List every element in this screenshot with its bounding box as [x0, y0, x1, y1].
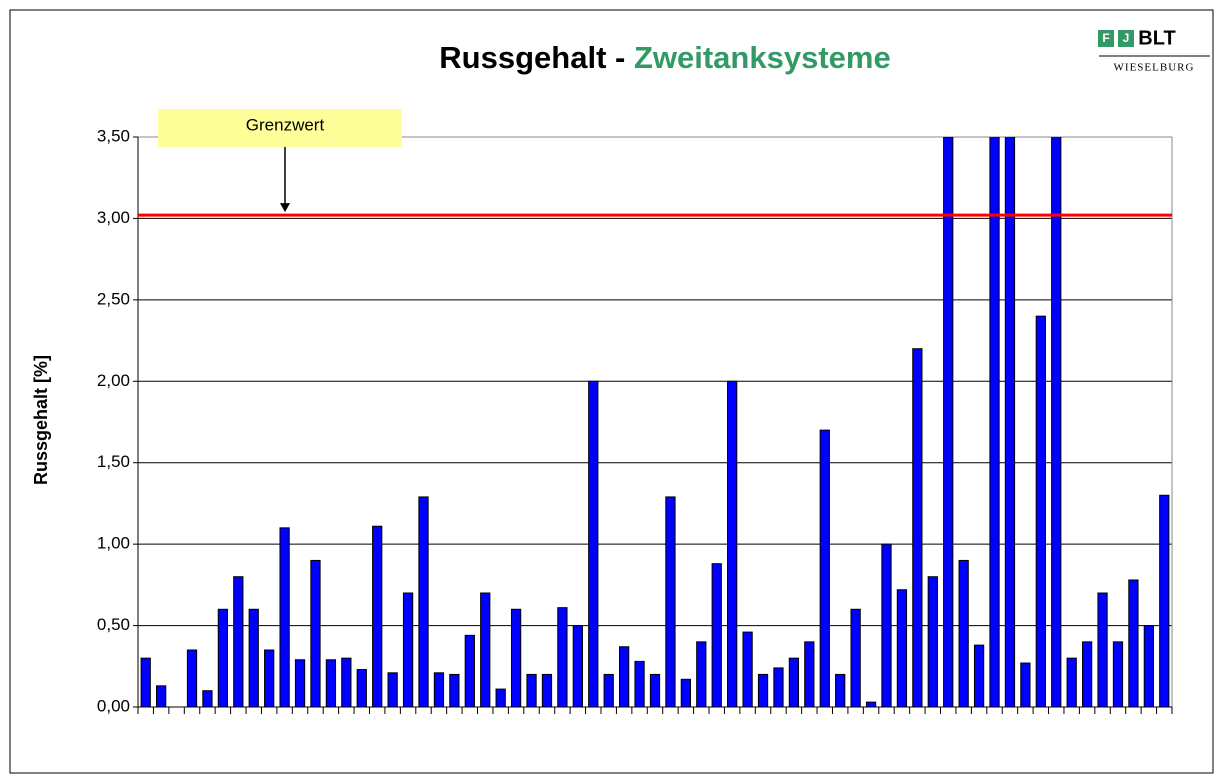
- bar: [711, 563, 722, 707]
- annotation-box: [158, 109, 402, 147]
- bar: [835, 673, 846, 707]
- logo-box: [1118, 30, 1134, 47]
- bar: [294, 659, 306, 707]
- bar: [588, 380, 599, 707]
- y-tick-label: 3,00: [97, 208, 130, 227]
- bar: [727, 380, 738, 707]
- bar: [1143, 625, 1154, 707]
- bar: [233, 576, 244, 707]
- title-main: Russgehalt -: [439, 40, 634, 75]
- logo-letter: F: [1102, 31, 1109, 45]
- y-tick-label: 2,00: [97, 371, 130, 390]
- logo-letter: J: [1123, 31, 1130, 45]
- bar: [356, 669, 367, 707]
- bar: [140, 657, 151, 707]
- bar: [156, 685, 167, 707]
- y-axis-label: Russgehalt [%]: [31, 355, 51, 485]
- y-tick-label: 3,50: [97, 126, 130, 145]
- chart-title: Russgehalt - Zweitanksysteme: [439, 40, 890, 75]
- bar: [943, 137, 954, 707]
- bar: [186, 649, 198, 707]
- bar: [202, 690, 213, 707]
- bar: [696, 641, 707, 707]
- bar: [1066, 657, 1077, 707]
- bar: [865, 701, 877, 707]
- bar: [325, 659, 337, 707]
- bar: [680, 678, 691, 707]
- bar: [973, 644, 985, 707]
- y-tick-label: 1,50: [97, 452, 130, 471]
- bar: [480, 592, 491, 707]
- bar: [927, 576, 938, 707]
- bar: [1112, 641, 1124, 707]
- bar: [788, 657, 800, 707]
- y-tick-label: 0,00: [97, 696, 130, 715]
- bar: [619, 646, 630, 707]
- bar: [418, 496, 429, 707]
- bar: [757, 673, 769, 707]
- bar: [310, 559, 321, 707]
- y-tick-label: 2,50: [97, 289, 130, 308]
- bar: [557, 607, 568, 707]
- bar: [341, 657, 352, 707]
- bar: [1159, 494, 1170, 707]
- bar: [1128, 579, 1139, 707]
- bar: [248, 608, 259, 707]
- annotation: Grenzwert: [246, 115, 325, 134]
- bar: [464, 634, 475, 707]
- bar: [634, 660, 645, 707]
- bar: [1004, 137, 1016, 707]
- bar: [217, 608, 229, 707]
- logo-box: [1098, 30, 1114, 47]
- bar: [773, 667, 784, 707]
- logo-name: BLT: [1138, 27, 1175, 49]
- y-tick-label: 1,00: [97, 534, 130, 553]
- bar: [1051, 137, 1062, 707]
- bar: [989, 137, 1000, 707]
- bar: [449, 673, 460, 707]
- bar: [881, 543, 892, 707]
- bar: [649, 673, 661, 707]
- logo-place: WIESELBURG: [1114, 62, 1195, 74]
- bar: [387, 672, 398, 707]
- bar: [510, 608, 522, 707]
- bar: [665, 496, 676, 707]
- bar: [1081, 641, 1093, 707]
- bar: [402, 592, 414, 707]
- bar: [526, 673, 537, 707]
- bar: [541, 673, 553, 707]
- logo: F J BLT WIESELBURG: [1098, 27, 1210, 74]
- bars: [140, 137, 1170, 707]
- bar: [912, 348, 923, 707]
- annotation-arrowhead: [280, 203, 290, 213]
- bar: [433, 672, 445, 707]
- bar: [603, 673, 614, 707]
- bar: [958, 559, 969, 707]
- bar: [850, 608, 861, 707]
- bar: [279, 527, 290, 707]
- bar: [495, 688, 506, 707]
- bar: [742, 631, 753, 707]
- bar: [896, 589, 908, 707]
- title-highlight: Zweitanksysteme: [634, 40, 891, 75]
- bar: [1035, 315, 1046, 707]
- bar: [1020, 662, 1031, 707]
- bar: [804, 641, 815, 707]
- bar: [819, 429, 830, 707]
- bar: [372, 525, 383, 707]
- bar: [264, 649, 275, 707]
- bar: [1097, 592, 1108, 707]
- y-tick-label: 0,50: [97, 615, 130, 634]
- bar: [572, 625, 583, 707]
